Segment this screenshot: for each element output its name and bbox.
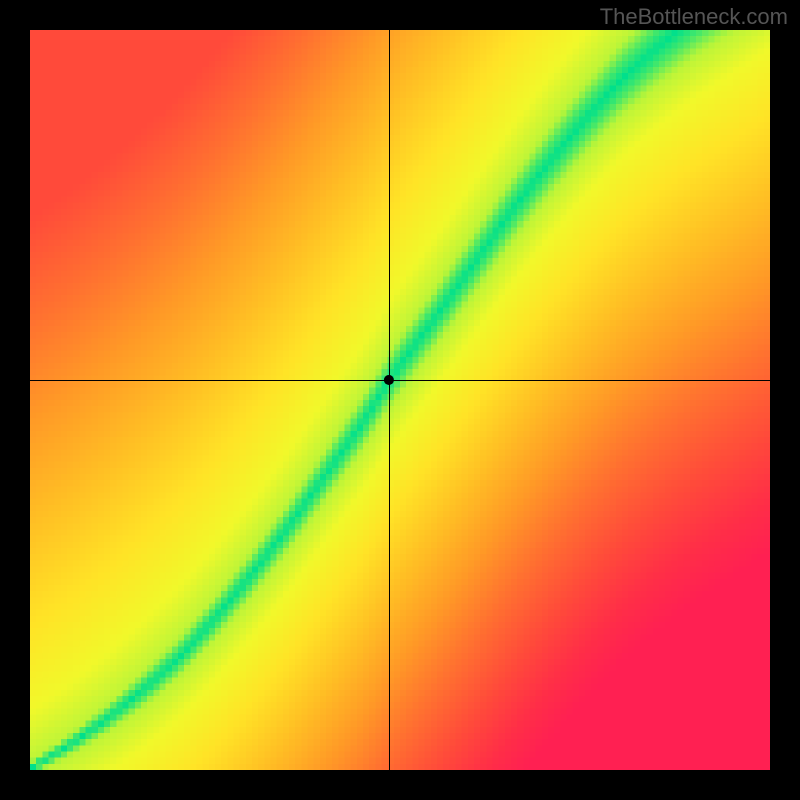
watermark-text: TheBottleneck.com [600,4,788,30]
crosshair-overlay [30,30,770,770]
chart-frame: TheBottleneck.com [0,0,800,800]
